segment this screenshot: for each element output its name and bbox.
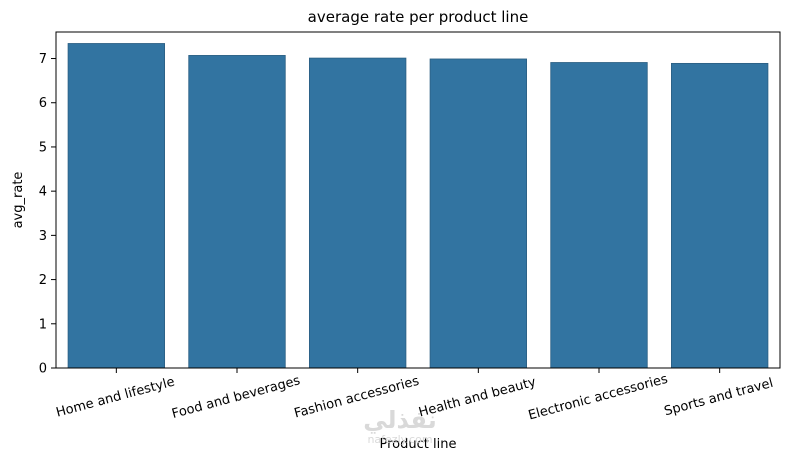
y-axis-label: avg_rate [11,172,26,229]
y-tick-label-4: 4 [39,185,47,200]
bar-5 [671,62,769,369]
x-tick-label-3: Health and beauty [417,375,538,421]
bar-1 [188,55,286,369]
bar-2 [308,57,407,369]
y-tick-label-3: 3 [39,229,47,244]
bars [67,43,769,369]
bar-3 [429,58,528,369]
plot-frame [55,31,781,369]
x-tick-label-4: Electronic accessories [527,372,670,424]
y-tick-label-2: 2 [39,273,47,288]
x-tick-label-1: Food and beverages [170,373,302,422]
y-tick-label-7: 7 [39,52,47,67]
bar-0 [67,43,165,369]
y-tick-label-5: 5 [39,140,47,155]
x-axis-label: Product line [380,437,457,452]
bar-4 [550,62,648,369]
y-axis: 0 1 2 3 4 5 6 7 [39,52,56,377]
x-tick-label-0: Home and lifestyle [55,375,177,421]
x-tick-label-2: Fashion accessories [293,374,421,422]
y-tick-label-0: 0 [39,362,47,377]
y-tick-label-6: 6 [39,96,47,111]
chart-title: average rate per product line [308,8,529,26]
x-tick-label-5: Sports and travel [663,376,775,420]
y-tick-label-1: 1 [39,317,47,332]
